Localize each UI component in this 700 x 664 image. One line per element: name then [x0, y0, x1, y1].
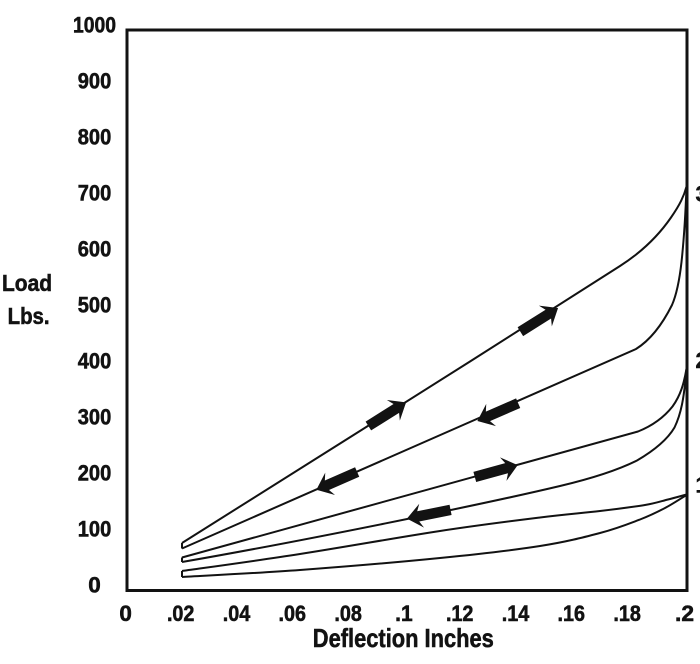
- svg-text:.02: .02: [167, 601, 195, 626]
- svg-text:1: 1: [696, 473, 700, 498]
- svg-text:500: 500: [78, 292, 112, 317]
- svg-text:200: 200: [78, 460, 112, 485]
- svg-text:800: 800: [78, 124, 112, 149]
- svg-text:900: 900: [78, 68, 112, 93]
- svg-text:Load: Load: [2, 270, 52, 296]
- svg-text:1000: 1000: [73, 12, 116, 37]
- svg-text:Lbs.: Lbs.: [8, 303, 50, 329]
- svg-text:.2: .2: [675, 601, 694, 626]
- svg-text:400: 400: [78, 348, 112, 373]
- svg-text:.16: .16: [558, 601, 586, 626]
- svg-text:.06: .06: [279, 601, 307, 626]
- svg-text:Deflection Inches: Deflection Inches: [313, 623, 494, 653]
- svg-text:.18: .18: [613, 601, 641, 626]
- svg-text:.04: .04: [223, 601, 251, 626]
- svg-text:0: 0: [119, 601, 132, 626]
- svg-text:0: 0: [88, 572, 101, 597]
- svg-text:.12: .12: [446, 601, 474, 626]
- svg-text:100: 100: [78, 516, 112, 541]
- svg-text:600: 600: [78, 236, 112, 261]
- svg-text:.08: .08: [334, 601, 362, 626]
- svg-text:2: 2: [696, 348, 700, 373]
- svg-text:.14: .14: [502, 601, 530, 626]
- svg-text:300: 300: [78, 404, 112, 429]
- svg-text:700: 700: [78, 180, 112, 205]
- svg-text:.1: .1: [395, 601, 413, 626]
- svg-text:3: 3: [696, 182, 700, 207]
